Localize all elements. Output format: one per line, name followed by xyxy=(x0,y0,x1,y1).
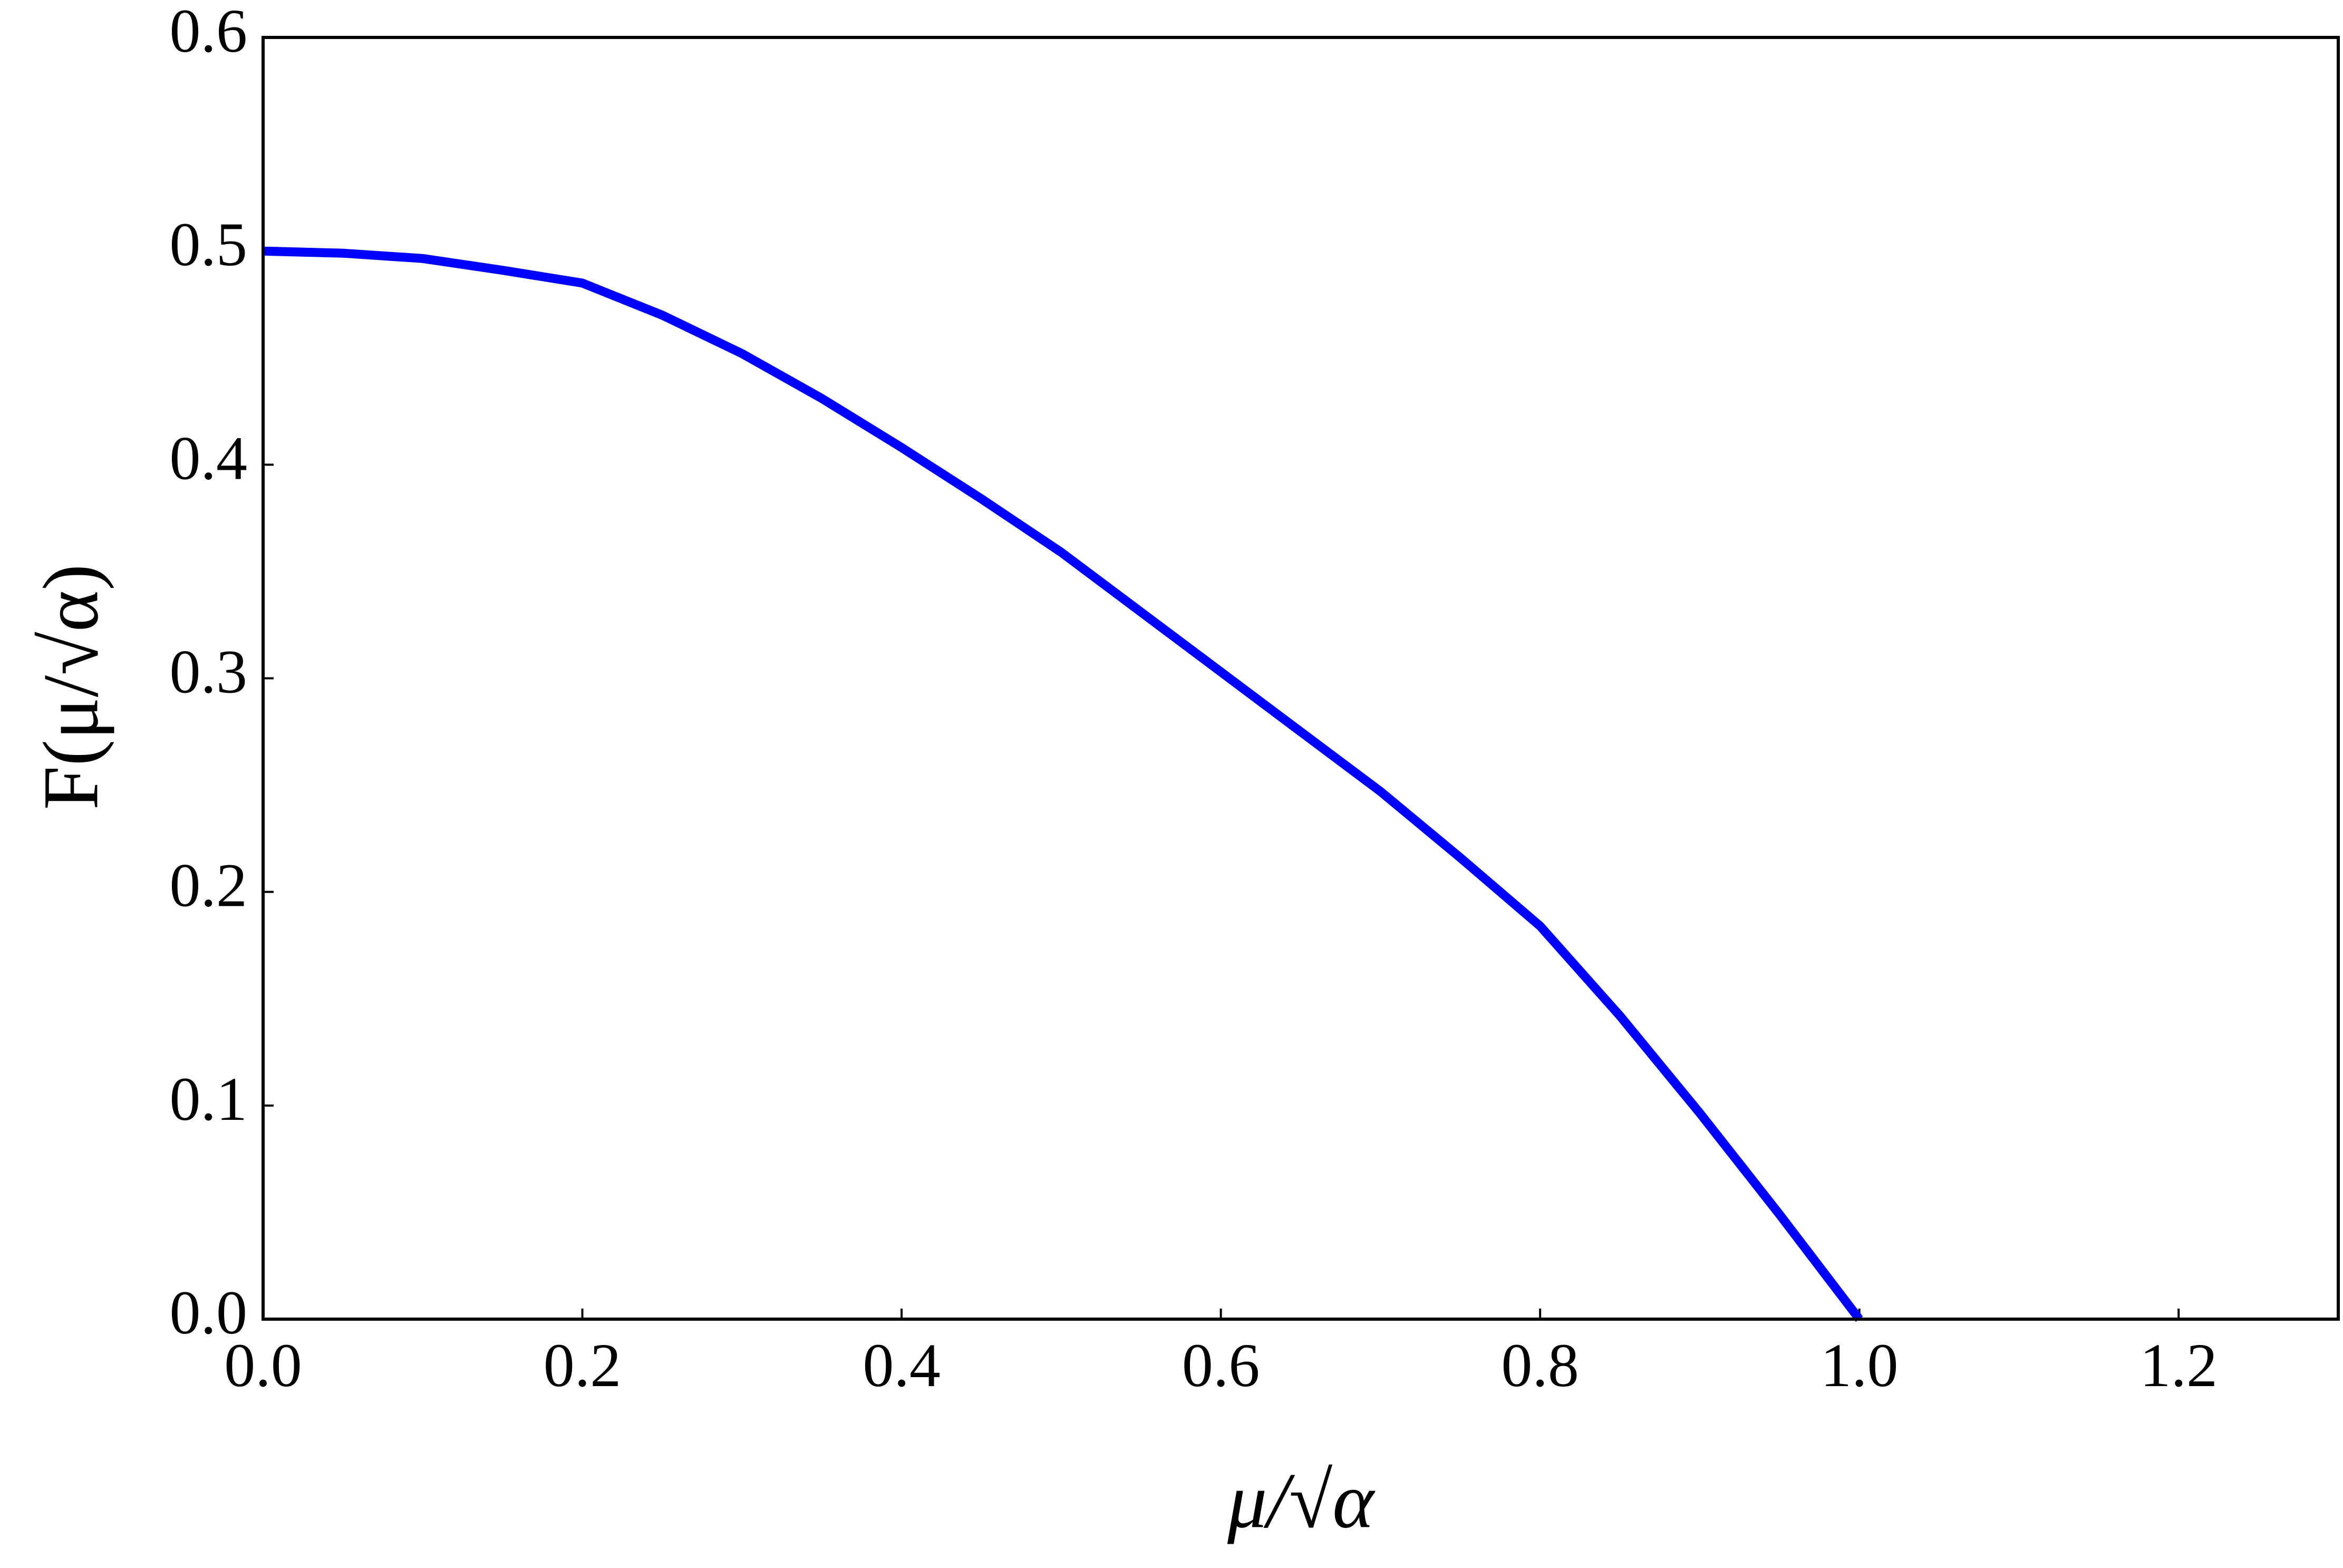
y-tick-label: 0.4 xyxy=(170,423,248,492)
x-tick-label: 0.4 xyxy=(863,1331,941,1400)
y-tick-label: 0.6 xyxy=(170,0,248,65)
x-axis-label: μ/√α xyxy=(1227,1457,1376,1544)
x-tick-label: 0.2 xyxy=(544,1331,622,1400)
y-tick-label: 0.0 xyxy=(170,1278,248,1347)
data-line xyxy=(263,246,1863,1322)
y-tick-label: 0.1 xyxy=(170,1064,248,1134)
x-tick-label: 0.8 xyxy=(1501,1331,1579,1400)
x-tick-label: 0.0 xyxy=(224,1331,302,1400)
y-tick-label: 0.3 xyxy=(170,637,248,706)
x-tick-label: 0.6 xyxy=(1182,1331,1260,1400)
y-tick-label: 0.5 xyxy=(170,210,248,279)
y-axis-label: F(μ/√α) xyxy=(27,564,114,810)
x-tick-label: 1.0 xyxy=(1821,1331,1899,1400)
plot-frame xyxy=(262,36,2340,1321)
x-tick-label: 1.2 xyxy=(2139,1331,2218,1400)
y-tick-label: 0.2 xyxy=(170,851,248,920)
